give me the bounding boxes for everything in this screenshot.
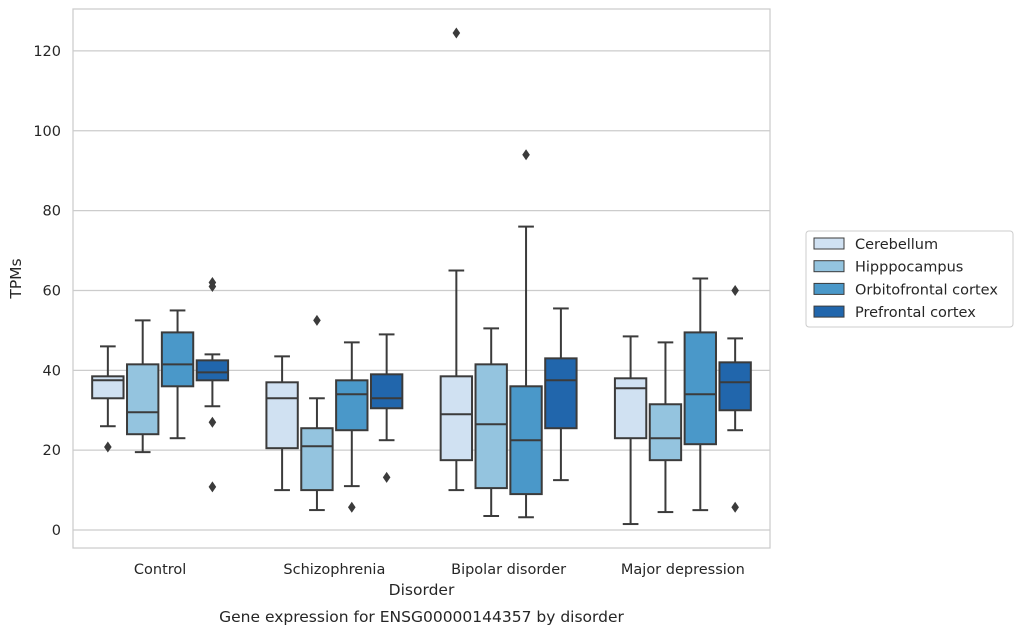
y-tick-label: 60 bbox=[43, 283, 61, 299]
y-tick-labels: 0 20 40 60 80 100 120 bbox=[33, 44, 61, 539]
box-plot bbox=[369, 333, 404, 483]
box-plot bbox=[683, 277, 717, 512]
legend-label: Orbitofrontal cortex bbox=[855, 282, 998, 298]
box-plot bbox=[335, 341, 369, 513]
box-iqr bbox=[160, 331, 195, 388]
box-plot bbox=[300, 314, 334, 512]
legend-swatch bbox=[813, 305, 845, 318]
x-axis-title: Disorder bbox=[389, 581, 455, 599]
box-plot bbox=[648, 341, 683, 514]
legend-label: Prefrontal cortex bbox=[855, 305, 976, 321]
box-plot bbox=[613, 335, 648, 526]
outlier-point bbox=[208, 416, 217, 428]
outlier-point bbox=[104, 441, 112, 453]
box-iqr bbox=[683, 331, 717, 446]
outlier-point bbox=[731, 501, 739, 513]
legend-frame bbox=[805, 230, 1014, 328]
box-iqr bbox=[300, 427, 334, 492]
box-iqr bbox=[126, 363, 160, 436]
y-axis-title: TPMs bbox=[7, 258, 25, 299]
x-tick-label: Control bbox=[134, 562, 186, 578]
x-tick-label: Major depression bbox=[621, 562, 745, 578]
outlier-point bbox=[208, 481, 217, 493]
box-plot bbox=[195, 276, 230, 493]
outlier-point bbox=[731, 284, 739, 296]
box-iqr bbox=[195, 359, 230, 382]
box-iqr bbox=[544, 357, 578, 430]
legend-label: Cerebellum bbox=[855, 237, 938, 253]
box-plot bbox=[544, 307, 578, 482]
box-plots bbox=[91, 27, 752, 526]
box-plot bbox=[439, 27, 474, 492]
legend-swatch bbox=[813, 282, 845, 295]
outlier-point bbox=[522, 149, 530, 161]
box-iqr bbox=[335, 379, 369, 432]
x-tick-label: Bipolar disorder bbox=[451, 562, 566, 578]
outlier-point bbox=[313, 314, 321, 326]
box-iqr bbox=[265, 381, 299, 450]
legend: Cerebellum Hipppocampus Orbitofrontal cort… bbox=[805, 230, 1014, 328]
box-plot bbox=[265, 355, 299, 492]
legend-label: Hipppocampus bbox=[855, 260, 963, 276]
y-tick-label: 100 bbox=[33, 124, 61, 140]
box-plot bbox=[474, 327, 508, 518]
box-plot bbox=[91, 345, 125, 453]
outlier-point bbox=[348, 501, 356, 513]
y-tick-label: 20 bbox=[43, 443, 61, 459]
chart-caption: Gene expression for ENSG00000144357 by d… bbox=[219, 608, 624, 626]
box-iqr bbox=[369, 373, 404, 410]
x-tick-labels: Control Schizophrenia Bipolar disorder Majo… bbox=[134, 562, 745, 578]
outlier-point bbox=[382, 471, 391, 483]
y-tick-label: 80 bbox=[43, 204, 61, 220]
plot-area-frame bbox=[72, 8, 771, 549]
box-plot bbox=[509, 149, 543, 519]
box-iqr bbox=[439, 375, 474, 462]
y-tick-label: 40 bbox=[43, 363, 61, 379]
x-tick-label: Schizophrenia bbox=[283, 562, 385, 578]
box-iqr bbox=[648, 403, 683, 462]
y-tick-label: 120 bbox=[33, 44, 61, 60]
outlier-point bbox=[208, 280, 217, 292]
box-iqr bbox=[718, 361, 752, 412]
outlier-point bbox=[452, 27, 461, 39]
box-plot bbox=[126, 319, 160, 454]
box-iqr bbox=[474, 363, 508, 490]
y-tick-label: 0 bbox=[52, 523, 61, 539]
legend-swatch bbox=[813, 260, 845, 273]
box-plot bbox=[718, 284, 752, 513]
box-plot bbox=[160, 309, 195, 440]
box-iqr bbox=[91, 375, 125, 400]
legend-swatch bbox=[813, 237, 845, 250]
